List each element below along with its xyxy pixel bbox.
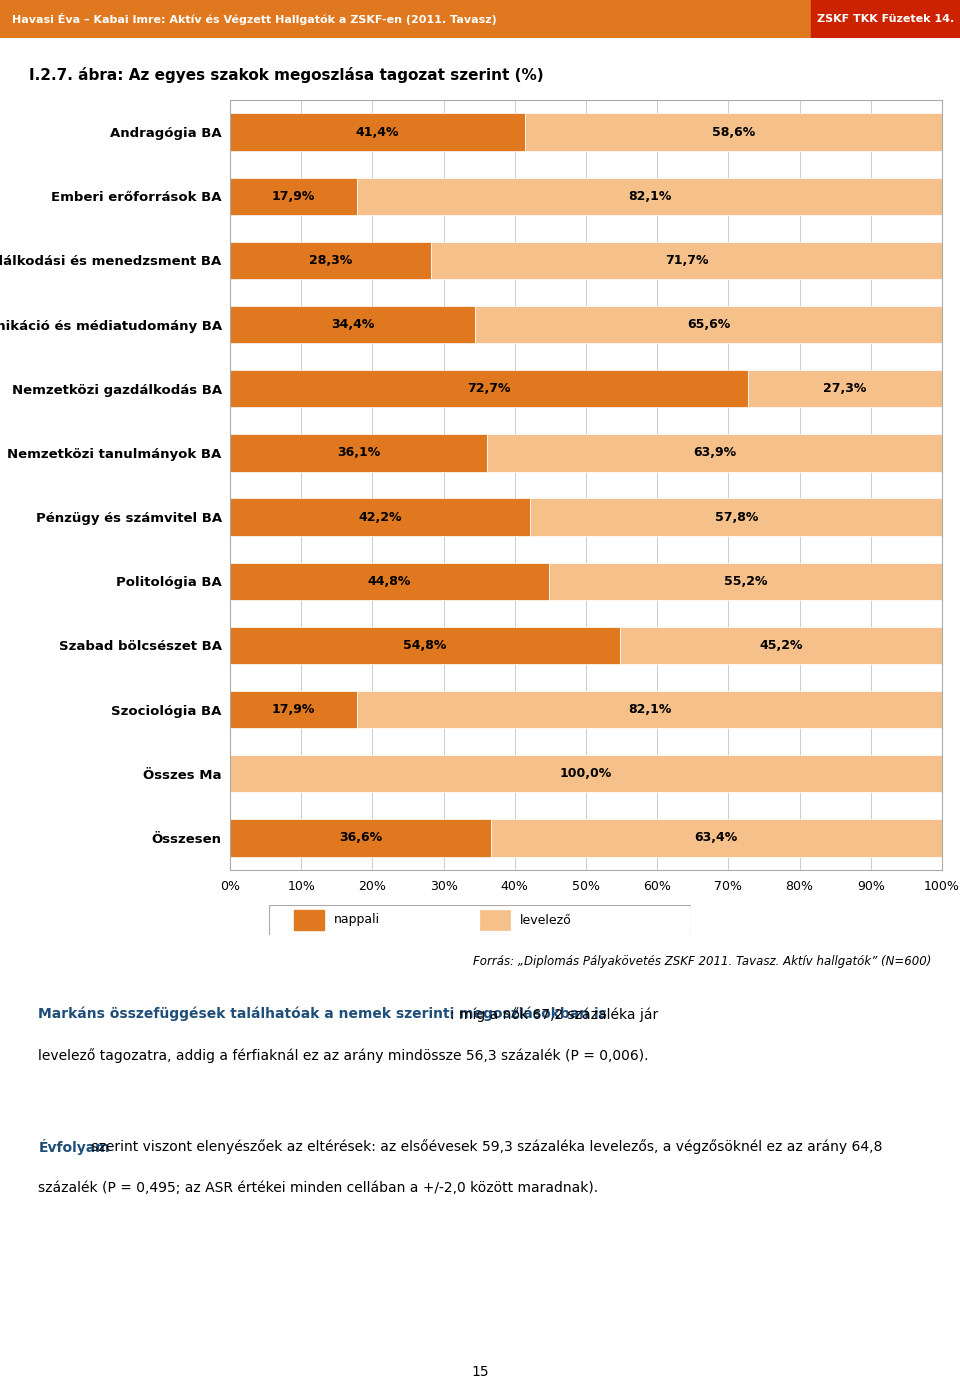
- Text: I.2.7. ábra: Az egyes szakok megoszlása tagozat szerint (%): I.2.7. ábra: Az egyes szakok megoszlása …: [29, 67, 543, 82]
- Text: 55,2%: 55,2%: [724, 575, 767, 588]
- Text: Évfolyam: Évfolyam: [38, 1139, 110, 1156]
- Bar: [294, 910, 324, 930]
- Bar: [748, 370, 942, 408]
- Bar: [230, 819, 491, 857]
- Text: 45,2%: 45,2%: [759, 639, 803, 652]
- Text: 34,4%: 34,4%: [331, 318, 374, 331]
- Text: ZSKF TKK Füzetek 14.: ZSKF TKK Füzetek 14.: [817, 14, 954, 24]
- Text: 100,0%: 100,0%: [560, 768, 612, 780]
- Text: szerint viszont elenyészőek az eltérések: az elsőévesek 59,3 százaléka levelezős: szerint viszont elenyészőek az eltérések…: [86, 1139, 882, 1154]
- Bar: [480, 910, 510, 930]
- Text: 44,8%: 44,8%: [368, 575, 411, 588]
- Bar: [431, 242, 942, 279]
- Bar: [0, 0, 811, 38]
- Text: 36,6%: 36,6%: [339, 832, 382, 845]
- Bar: [811, 0, 960, 38]
- Text: 72,7%: 72,7%: [468, 383, 511, 395]
- Bar: [487, 434, 942, 472]
- Text: százalék (P = 0,495; az ASR értékei minden cellában a +/-2,0 között maradnak).: százalék (P = 0,495; az ASR értékei mind…: [38, 1181, 598, 1195]
- Bar: [230, 563, 549, 600]
- Bar: [230, 434, 487, 472]
- Bar: [531, 498, 942, 536]
- Text: 27,3%: 27,3%: [823, 383, 867, 395]
- Text: 28,3%: 28,3%: [309, 254, 352, 267]
- Text: : míg a nők 67,2 százaléka jár: : míg a nők 67,2 százaléka jár: [450, 1007, 658, 1022]
- Text: Forrás: „Diplomás Pályakövetés ZSKF 2011. Tavasz. Aktív hallgatók” (N=600): Forrás: „Diplomás Pályakövetés ZSKF 2011…: [473, 955, 931, 967]
- Text: 71,7%: 71,7%: [665, 254, 708, 267]
- Text: 17,9%: 17,9%: [272, 190, 316, 202]
- Bar: [549, 563, 942, 600]
- Bar: [475, 306, 942, 343]
- Text: 82,1%: 82,1%: [628, 190, 671, 202]
- Bar: [230, 370, 748, 408]
- Bar: [357, 691, 942, 729]
- Bar: [230, 498, 531, 536]
- Bar: [357, 177, 942, 215]
- Bar: [230, 177, 357, 215]
- Bar: [620, 627, 942, 664]
- Text: 65,6%: 65,6%: [686, 318, 731, 331]
- Text: 15: 15: [471, 1364, 489, 1379]
- Bar: [230, 306, 475, 343]
- Bar: [230, 755, 942, 793]
- Bar: [230, 627, 620, 664]
- Text: 41,4%: 41,4%: [355, 126, 399, 138]
- Bar: [230, 242, 431, 279]
- Bar: [230, 691, 357, 729]
- Text: Markáns összefüggések találhatóak a nemek szerinti megoszlásokban is: Markáns összefüggések találhatóak a neme…: [38, 1007, 608, 1022]
- Text: 17,9%: 17,9%: [272, 704, 316, 716]
- Text: 82,1%: 82,1%: [628, 704, 671, 716]
- Text: Havasi Éva – Kabai Imre: Aktív és Végzett Hallgatók a ZSKF-en (2011. Tavasz): Havasi Éva – Kabai Imre: Aktív és Végzet…: [12, 13, 496, 25]
- Bar: [230, 113, 525, 151]
- Text: 63,9%: 63,9%: [693, 447, 736, 459]
- Bar: [525, 113, 942, 151]
- Text: levelező tagozatra, addig a férfiaknál ez az arány mindössze 56,3 százalék (P = : levelező tagozatra, addig a férfiaknál e…: [38, 1048, 649, 1064]
- Text: 36,1%: 36,1%: [337, 447, 380, 459]
- Bar: [491, 819, 942, 857]
- Text: 58,6%: 58,6%: [711, 126, 755, 138]
- Text: 42,2%: 42,2%: [358, 511, 402, 524]
- Text: 63,4%: 63,4%: [695, 832, 738, 845]
- Text: levelező: levelező: [520, 913, 572, 927]
- Text: 57,8%: 57,8%: [714, 511, 757, 524]
- Text: nappali: nappali: [334, 913, 380, 927]
- Text: 54,8%: 54,8%: [403, 639, 446, 652]
